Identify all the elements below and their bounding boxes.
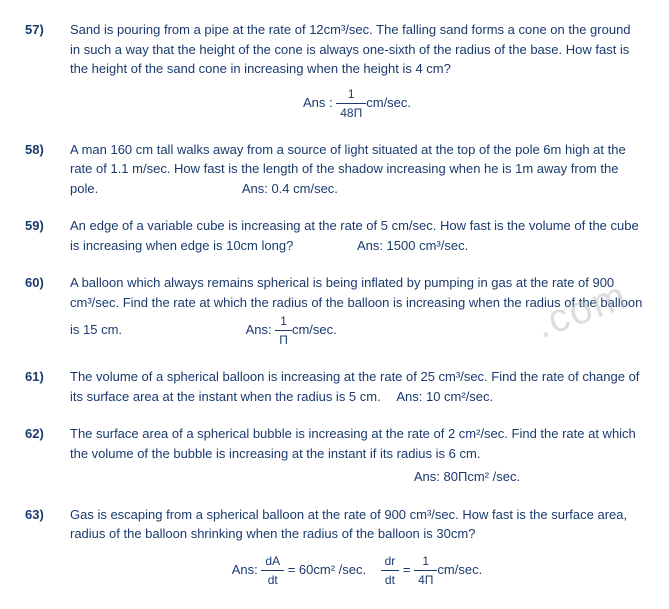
question-number: 57) xyxy=(25,20,70,122)
question-text: An edge of a variable cube is increasing… xyxy=(70,218,639,253)
answer-mid1: = 60cm² /sec. xyxy=(288,561,366,576)
question-58: 58) A man 160 cm tall walks away from a … xyxy=(25,140,644,199)
question-62: 62) The surface area of a spherical bubb… xyxy=(25,424,644,487)
answer: Ans: 10 cm²/sec. xyxy=(396,389,493,404)
question-number: 62) xyxy=(25,424,70,487)
answer-label: Ans: xyxy=(232,561,258,576)
frac-num: dr xyxy=(381,552,400,571)
frac-den: 48Π xyxy=(336,104,366,122)
question-60: 60) A balloon which always remains spher… xyxy=(25,273,644,349)
question-59: 59) An edge of a variable cube is increa… xyxy=(25,216,644,255)
question-57: 57) Sand is pouring from a pipe at the r… xyxy=(25,20,644,122)
question-text: Sand is pouring from a pipe at the rate … xyxy=(70,22,631,76)
frac-num: 1 xyxy=(336,85,366,104)
answer-mid2: = xyxy=(403,561,411,576)
frac-den: Π xyxy=(275,331,292,349)
frac-den: dt xyxy=(381,571,400,589)
answer-suffix: cm/sec. xyxy=(437,561,482,576)
answer-label: Ans: 80Πcm² /sec. xyxy=(414,469,520,484)
question-61: 61) The volume of a spherical balloon is… xyxy=(25,367,644,406)
question-text: A balloon which always remains spherical… xyxy=(70,275,642,337)
question-body: A balloon which always remains spherical… xyxy=(70,273,644,349)
question-text: A man 160 cm tall walks away from a sour… xyxy=(70,142,626,196)
question-number: 61) xyxy=(25,367,70,406)
question-number: 60) xyxy=(25,273,70,349)
question-body: The surface area of a spherical bubble i… xyxy=(70,424,644,487)
answer: Ans: dA dt = 60cm² /sec. dr dt = 1 4Π cm… xyxy=(70,552,644,589)
answer-label: Ans: xyxy=(246,322,272,337)
fraction: 1 48Π xyxy=(336,85,366,122)
answer: Ans: 0.4 cm/sec. xyxy=(242,181,338,196)
answer: Ans : 1 48Π cm/sec. xyxy=(70,85,644,122)
answer-suffix: cm/sec. xyxy=(292,322,337,337)
question-text: The volume of a spherical balloon is inc… xyxy=(70,369,639,404)
answer: Ans: 80Πcm² /sec. xyxy=(290,467,644,487)
answer-suffix: cm/sec. xyxy=(366,94,411,109)
question-number: 59) xyxy=(25,216,70,255)
frac-den: 4Π xyxy=(414,571,437,589)
fraction-2: dr dt xyxy=(381,552,400,589)
frac-num: dA xyxy=(261,552,284,571)
answer: Ans: 1 Π cm/sec. xyxy=(246,322,337,337)
fraction: 1 Π xyxy=(275,312,292,349)
fraction-3: 1 4Π xyxy=(414,552,437,589)
question-text: Gas is escaping from a spherical balloon… xyxy=(70,507,627,542)
question-text: The surface area of a spherical bubble i… xyxy=(70,426,636,461)
frac-num: 1 xyxy=(275,312,292,331)
question-number: 63) xyxy=(25,505,70,589)
answer: Ans: 1500 cm³/sec. xyxy=(357,238,468,253)
frac-num: 1 xyxy=(414,552,437,571)
question-body: An edge of a variable cube is increasing… xyxy=(70,216,644,255)
question-number: 58) xyxy=(25,140,70,199)
question-body: The volume of a spherical balloon is inc… xyxy=(70,367,644,406)
question-63: 63) Gas is escaping from a spherical bal… xyxy=(25,505,644,589)
question-body: Sand is pouring from a pipe at the rate … xyxy=(70,20,644,122)
question-body: A man 160 cm tall walks away from a sour… xyxy=(70,140,644,199)
answer-label: Ans : xyxy=(303,94,333,109)
fraction-1: dA dt xyxy=(261,552,284,589)
question-body: Gas is escaping from a spherical balloon… xyxy=(70,505,644,589)
frac-den: dt xyxy=(261,571,284,589)
